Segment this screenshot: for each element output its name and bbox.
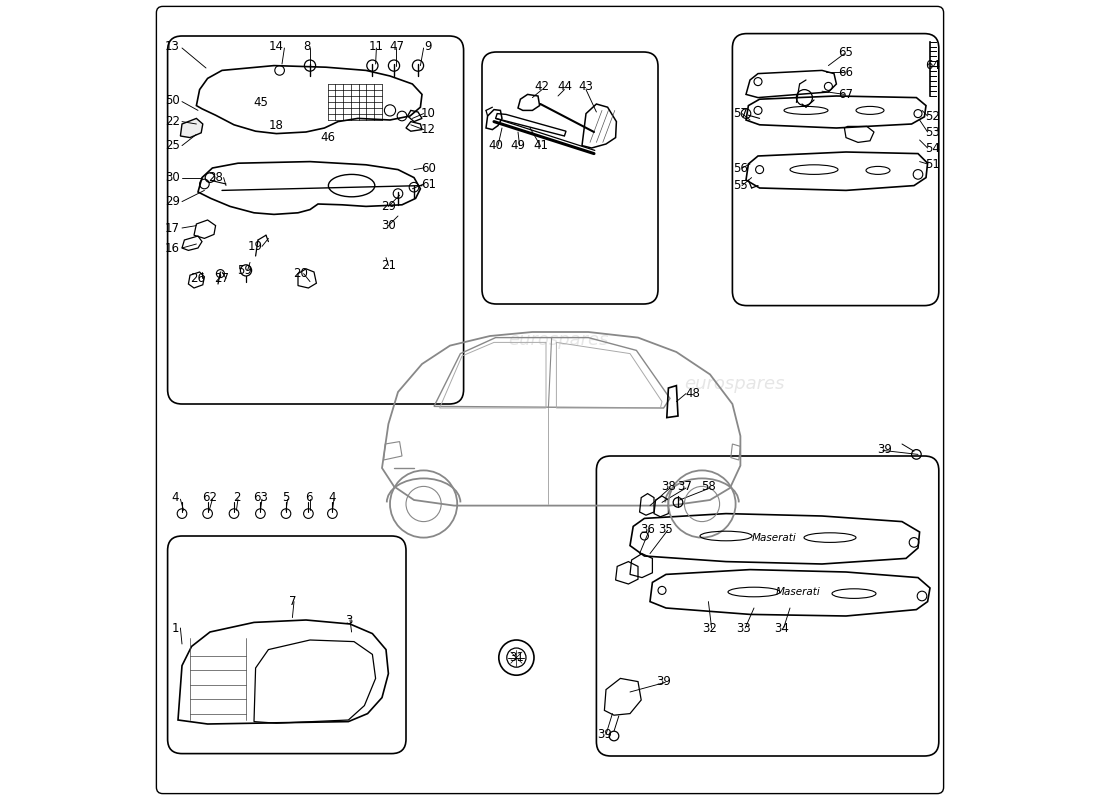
Text: 42: 42 (535, 80, 550, 93)
Text: 10: 10 (421, 107, 436, 120)
Text: 29: 29 (381, 200, 396, 213)
Polygon shape (180, 118, 202, 138)
Text: 11: 11 (368, 40, 384, 53)
Text: 49: 49 (510, 139, 526, 152)
Text: 52: 52 (925, 110, 939, 122)
Text: 2: 2 (233, 491, 240, 504)
Text: 66: 66 (838, 66, 854, 78)
Text: 6: 6 (305, 491, 312, 504)
Text: 44: 44 (557, 80, 572, 93)
Text: 7: 7 (288, 595, 296, 608)
Text: 37: 37 (676, 480, 692, 493)
Text: 19: 19 (249, 240, 263, 253)
FancyBboxPatch shape (167, 536, 406, 754)
Text: 16: 16 (165, 242, 180, 254)
Text: 31: 31 (509, 651, 524, 664)
Text: 56: 56 (733, 162, 748, 174)
Text: 45: 45 (253, 96, 267, 109)
Text: 46: 46 (320, 131, 336, 144)
Text: 14: 14 (268, 40, 284, 53)
Text: 55: 55 (733, 179, 748, 192)
Text: eurospares: eurospares (684, 375, 784, 393)
Text: 8: 8 (304, 40, 310, 53)
Text: 27: 27 (214, 272, 230, 285)
Text: 43: 43 (579, 80, 593, 93)
Text: 33: 33 (736, 622, 751, 634)
Text: 54: 54 (925, 142, 939, 154)
Text: 60: 60 (421, 162, 436, 174)
Text: 12: 12 (421, 123, 436, 136)
Text: 34: 34 (774, 622, 790, 634)
FancyBboxPatch shape (733, 34, 938, 306)
Text: 4: 4 (172, 491, 179, 504)
Text: 17: 17 (165, 222, 180, 234)
Text: 30: 30 (381, 219, 396, 232)
Text: 39: 39 (597, 728, 612, 741)
Text: 67: 67 (838, 88, 854, 101)
Text: 9: 9 (425, 40, 432, 53)
Text: 51: 51 (925, 158, 939, 170)
Text: 3: 3 (344, 614, 352, 626)
Text: 1: 1 (172, 622, 179, 634)
Text: 39: 39 (877, 443, 892, 456)
Text: 41: 41 (532, 139, 548, 152)
Text: Maserati: Maserati (751, 533, 796, 542)
Text: 25: 25 (165, 139, 179, 152)
Text: 35: 35 (659, 523, 673, 536)
Text: 4: 4 (329, 491, 337, 504)
Text: 50: 50 (165, 94, 179, 106)
Text: 63: 63 (253, 491, 267, 504)
Text: 32: 32 (703, 622, 717, 634)
Text: 62: 62 (202, 491, 218, 504)
Text: 21: 21 (381, 259, 396, 272)
Text: 65: 65 (838, 46, 854, 58)
Text: 58: 58 (701, 480, 716, 493)
Text: 64: 64 (925, 59, 939, 72)
Text: 61: 61 (421, 178, 436, 190)
Text: 18: 18 (270, 119, 284, 132)
Text: 26: 26 (190, 272, 206, 285)
Text: 39: 39 (657, 675, 671, 688)
FancyBboxPatch shape (596, 456, 938, 756)
FancyBboxPatch shape (482, 52, 658, 304)
Text: Maserati: Maserati (776, 587, 821, 597)
Text: 5: 5 (283, 491, 289, 504)
Text: 28: 28 (208, 171, 223, 184)
Text: 22: 22 (165, 115, 180, 128)
Text: eurospares: eurospares (240, 159, 340, 177)
Text: eurospares: eurospares (508, 331, 608, 349)
Text: 20: 20 (293, 267, 308, 280)
Text: 57: 57 (733, 107, 748, 120)
Text: 48: 48 (685, 387, 700, 400)
Text: 47: 47 (389, 40, 404, 53)
Text: 36: 36 (640, 523, 654, 536)
Text: 59: 59 (236, 264, 252, 277)
Text: 13: 13 (165, 40, 179, 53)
Text: 40: 40 (488, 139, 503, 152)
FancyBboxPatch shape (167, 36, 463, 404)
Text: 29: 29 (165, 195, 180, 208)
Text: 53: 53 (925, 126, 939, 138)
Text: 38: 38 (661, 480, 675, 493)
FancyBboxPatch shape (156, 6, 944, 794)
Text: 30: 30 (165, 171, 179, 184)
